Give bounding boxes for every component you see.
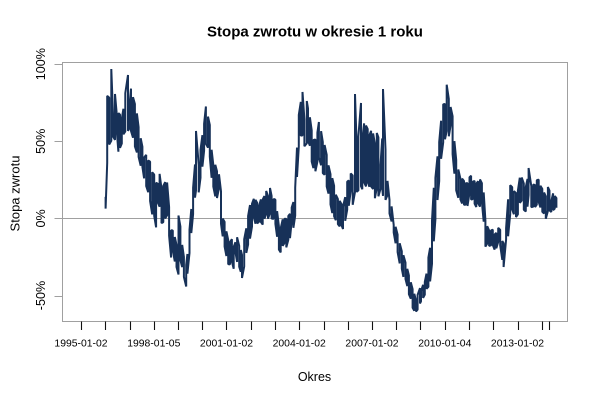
svg-text:0%: 0% — [34, 209, 48, 227]
svg-text:100%: 100% — [34, 48, 48, 80]
svg-text:-50%: -50% — [34, 281, 48, 310]
svg-text:2004-01-02: 2004-01-02 — [273, 339, 326, 350]
svg-text:1998-01-05: 1998-01-05 — [127, 339, 180, 350]
svg-text:2010-01-04: 2010-01-04 — [418, 339, 471, 350]
svg-text:Okres: Okres — [298, 370, 331, 384]
svg-text:1995-01-02: 1995-01-02 — [54, 339, 107, 350]
svg-text:2007-01-02: 2007-01-02 — [345, 339, 398, 350]
svg-text:Stopa zwrotu: Stopa zwrotu — [8, 156, 23, 232]
svg-text:50%: 50% — [34, 129, 48, 154]
svg-text:2013-01-02: 2013-01-02 — [491, 339, 544, 350]
svg-text:Stopa zwrotu w okresie 1 roku: Stopa zwrotu w okresie 1 roku — [207, 24, 423, 41]
svg-text:2001-01-02: 2001-01-02 — [200, 339, 253, 350]
